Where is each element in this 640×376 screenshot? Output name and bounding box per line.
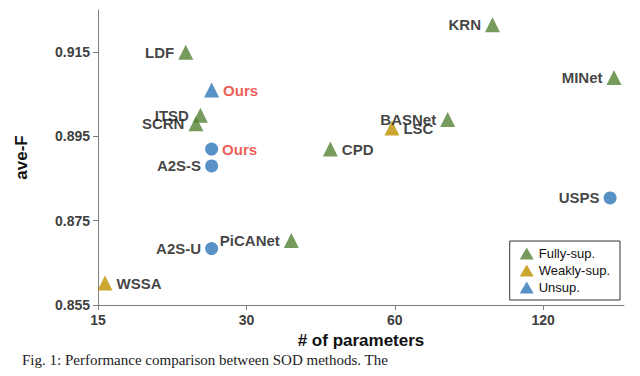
svg-text:# of parameters: # of parameters xyxy=(298,331,425,350)
svg-text:Ours: Ours xyxy=(222,141,257,158)
svg-text:120: 120 xyxy=(532,312,556,328)
svg-text:Unsup.: Unsup. xyxy=(539,280,580,295)
svg-text:0.895: 0.895 xyxy=(55,128,90,144)
svg-text:LDF: LDF xyxy=(145,44,174,61)
svg-text:A2S-S: A2S-S xyxy=(157,157,201,174)
svg-text:15: 15 xyxy=(90,312,106,328)
svg-text:0.875: 0.875 xyxy=(55,213,90,229)
svg-text:0.855: 0.855 xyxy=(55,297,90,313)
svg-text:CPD: CPD xyxy=(342,141,374,158)
svg-text:60: 60 xyxy=(387,312,403,328)
svg-text:MINet: MINet xyxy=(562,69,603,86)
svg-text:Fully-sup.: Fully-sup. xyxy=(539,246,595,261)
svg-text:SCRN: SCRN xyxy=(142,115,185,132)
svg-text:ave-F: ave-F xyxy=(12,135,31,179)
svg-text:USPS: USPS xyxy=(559,189,600,206)
svg-text:PiCANet: PiCANet xyxy=(220,232,280,249)
svg-text:LSC: LSC xyxy=(403,120,433,137)
svg-text:0.915: 0.915 xyxy=(55,44,90,60)
svg-text:KRN: KRN xyxy=(449,16,482,33)
svg-text:30: 30 xyxy=(239,312,255,328)
svg-text:WSSA: WSSA xyxy=(117,275,162,292)
svg-text:Fig. 1: Performance comparison: Fig. 1: Performance comparison between S… xyxy=(22,352,388,368)
svg-text:Ours: Ours xyxy=(223,82,258,99)
svg-text:A2S-U: A2S-U xyxy=(156,240,201,257)
svg-text:Weakly-sup.: Weakly-sup. xyxy=(539,263,610,278)
